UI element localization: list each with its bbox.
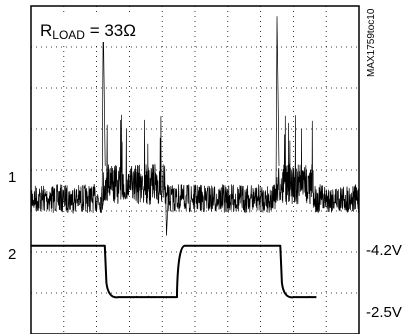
level-label-high: -4.2V	[366, 242, 402, 259]
channel-1-label: 1	[8, 169, 16, 186]
level-label-low: -2.5V	[366, 304, 402, 321]
channel-2-label: 2	[8, 246, 16, 263]
channel-2-trace	[31, 244, 317, 299]
plot-frame	[30, 5, 360, 334]
channel-2-ripple	[120, 295, 316, 299]
title-prefix: R	[40, 21, 52, 40]
title-suffix: = 33Ω	[85, 21, 136, 40]
title-background	[36, 14, 146, 42]
side-label: MAX1759toc10	[366, 8, 377, 77]
title-subscript: LOAD	[52, 28, 85, 42]
chart-title: RLOAD = 33Ω	[40, 21, 136, 42]
